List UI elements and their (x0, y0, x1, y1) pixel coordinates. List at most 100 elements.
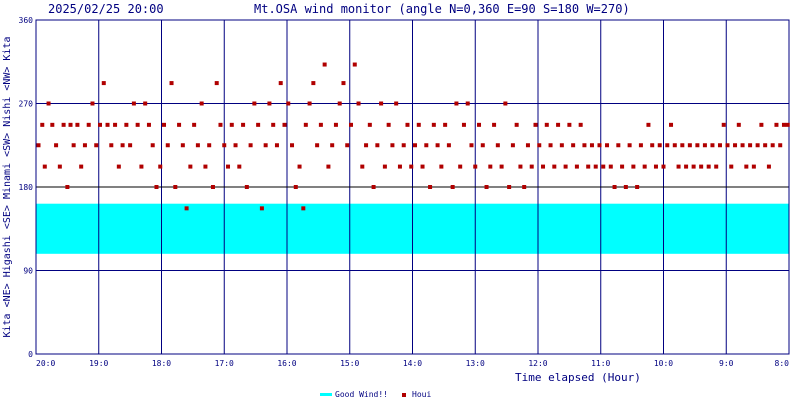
data-point (755, 143, 760, 148)
data-point (360, 164, 365, 169)
data-point (162, 122, 167, 127)
data-point (195, 143, 200, 148)
data-point (439, 164, 444, 169)
data-point (50, 122, 55, 127)
data-point (574, 164, 579, 169)
data-point (318, 122, 323, 127)
data-point (510, 143, 515, 148)
data-point (473, 164, 478, 169)
data-point (736, 122, 741, 127)
data-point (337, 101, 342, 106)
data-point (631, 164, 636, 169)
data-point (248, 143, 253, 148)
data-point (326, 164, 331, 169)
data-point (733, 143, 738, 148)
data-point (416, 122, 421, 127)
data-point (199, 101, 204, 106)
data-point (274, 143, 279, 148)
data-point (514, 122, 519, 127)
data-point (311, 81, 316, 86)
data-point (68, 122, 73, 127)
data-point (375, 143, 380, 148)
data-point (642, 164, 647, 169)
data-point (210, 185, 215, 189)
data-point (405, 122, 410, 127)
data-point (480, 143, 485, 148)
x-tick-label: 15:0 (340, 359, 359, 368)
data-point (218, 122, 223, 127)
data-point (428, 185, 433, 189)
data-point (488, 164, 493, 169)
y-tick-label: 270 (19, 100, 34, 109)
data-point (567, 122, 572, 127)
data-point (710, 143, 715, 148)
data-point (169, 81, 174, 86)
data-point (259, 206, 264, 211)
data-point (785, 122, 790, 127)
data-point (687, 143, 692, 148)
data-point (286, 101, 291, 106)
data-point (751, 164, 756, 169)
data-point (525, 143, 530, 148)
data-point (446, 143, 451, 148)
data-point (465, 101, 470, 106)
data-point (627, 143, 632, 148)
data-point (352, 62, 357, 67)
data-point (315, 143, 320, 148)
data-point (612, 185, 617, 189)
data-point (522, 185, 527, 189)
data-point (529, 164, 534, 169)
data-point (390, 143, 395, 148)
data-point (303, 122, 308, 127)
data-point (386, 122, 391, 127)
data-point (113, 122, 118, 127)
data-point (330, 143, 335, 148)
data-point (207, 143, 212, 148)
data-point (669, 122, 674, 127)
data-point (282, 122, 287, 127)
data-point (544, 122, 549, 127)
legend: Good Wind!! Houi (320, 390, 431, 399)
data-point (620, 164, 625, 169)
data-point (349, 122, 354, 127)
data-point (61, 122, 66, 127)
data-point (90, 101, 95, 106)
data-point (653, 164, 658, 169)
data-point (605, 143, 610, 148)
data-point (721, 122, 726, 127)
data-point (699, 164, 704, 169)
plot-frame (35, 19, 790, 355)
data-point (548, 143, 553, 148)
data-point (71, 143, 76, 148)
data-point (150, 143, 155, 148)
data-point (420, 164, 425, 169)
data-point (237, 164, 242, 169)
data-point (267, 101, 272, 106)
data-point (593, 164, 598, 169)
header-datetime: 2025/02/25 20:00 (48, 2, 164, 16)
data-point (233, 143, 238, 148)
data-point (507, 185, 512, 189)
data-point (241, 122, 246, 127)
legend-good-wind-label: Good Wind!! (335, 390, 388, 399)
data-point (222, 143, 227, 148)
data-point (165, 143, 170, 148)
data-point (364, 143, 369, 148)
data-point (492, 122, 497, 127)
data-point (371, 185, 376, 189)
data-point (341, 81, 346, 86)
data-point (661, 164, 666, 169)
data-point (143, 101, 148, 106)
data-point (578, 122, 583, 127)
data-point (665, 143, 670, 148)
data-point (244, 185, 249, 189)
y-axis-label: Kita <NE> Higashi <SE> Minami <SW> Nishi… (2, 36, 13, 337)
data-point (499, 164, 504, 169)
data-point (706, 164, 711, 169)
chart-title: Mt.OSA wind monitor (angle N=0,360 E=90 … (254, 2, 630, 16)
x-tick-label: 9:0 (719, 359, 734, 368)
data-point (301, 206, 306, 211)
data-point (556, 122, 561, 127)
data-point (36, 143, 41, 148)
